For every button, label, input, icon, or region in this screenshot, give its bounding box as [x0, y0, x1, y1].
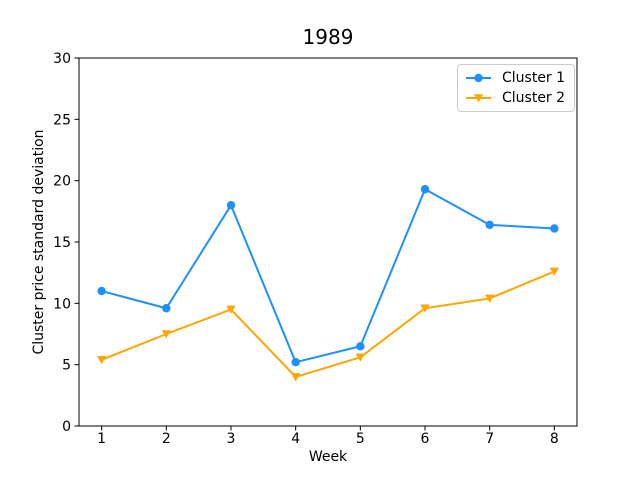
- axes-frame: [78, 57, 578, 427]
- legend: Cluster 1 Cluster 2: [457, 64, 576, 112]
- data-point-marker: [226, 305, 236, 314]
- data-point-marker: [226, 201, 236, 210]
- data-point-marker: [355, 353, 365, 362]
- y-tick-label: 20: [53, 174, 71, 190]
- chart-title: 1989: [302, 25, 354, 49]
- data-point-marker: [162, 304, 171, 313]
- legend-label: Cluster 2: [502, 90, 566, 106]
- data-point-marker: [420, 185, 430, 194]
- y-axis-label: Cluster price standard deviation: [31, 129, 47, 355]
- x-tick-label: 6: [421, 431, 430, 447]
- data-point-marker: [291, 358, 300, 367]
- series-line-cluster-2: [100, 270, 556, 378]
- legend-entry: Cluster 1: [465, 70, 565, 86]
- data-point-marker: [161, 330, 171, 339]
- y-tick-label: 25: [53, 112, 71, 128]
- y-tick-label: 0: [62, 419, 71, 435]
- data-point-marker: [485, 220, 494, 230]
- legend-swatch-triangle-down-icon: [466, 94, 491, 103]
- x-tick-label: 4: [291, 431, 300, 447]
- x-tick-label: 8: [550, 431, 559, 447]
- x-tick-label: 2: [162, 431, 171, 447]
- x-tick-label: 1: [97, 431, 106, 447]
- y-tick-label: 5: [62, 358, 71, 374]
- legend-entry: Cluster 2: [465, 90, 565, 106]
- legend-label: Cluster 1: [502, 70, 566, 86]
- x-axis-label: Week: [308, 449, 348, 465]
- y-tick-label: 10: [53, 296, 71, 312]
- x-tick-label: 7: [485, 431, 494, 447]
- y-tick-label: 30: [53, 51, 71, 67]
- series-line-cluster-1: [100, 188, 556, 364]
- legend-swatch-circle-icon: [466, 73, 491, 83]
- data-point-marker: [356, 342, 365, 351]
- data-point-marker: [97, 355, 107, 365]
- y-tick-label: 15: [53, 235, 71, 251]
- x-tick-label: 3: [227, 431, 236, 447]
- x-tick-label: 5: [356, 431, 365, 447]
- data-point-marker: [485, 294, 495, 303]
- data-point-marker: [291, 373, 301, 382]
- data-point-marker: [97, 286, 106, 296]
- data-point-marker: [549, 267, 559, 276]
- data-point-marker: [550, 224, 559, 233]
- data-point-marker: [420, 304, 430, 313]
